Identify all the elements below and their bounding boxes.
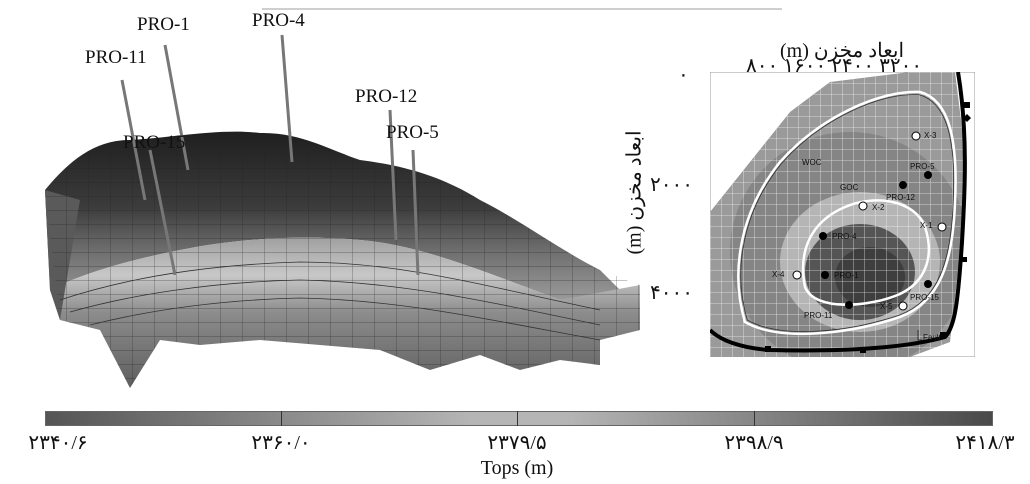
well-label-pro-5: PRO-5 xyxy=(386,122,439,143)
well-label-pro-1: PRO-1 xyxy=(137,14,190,35)
well-pro-12-trace xyxy=(388,109,398,241)
well-pro-15-trace xyxy=(148,149,177,276)
reservoir-map: WOC GOC Fault PRO-5 PRO-12 PRO-4 PRO-1 P… xyxy=(708,71,976,358)
map-label-pro-12: PRO-12 xyxy=(886,193,915,202)
map-left-tick-2000: ۲۰۰۰ xyxy=(650,174,693,196)
woc-contour xyxy=(737,90,957,335)
map-left-tick-4000: ۴۰۰۰ xyxy=(650,282,693,304)
colorbar-tick-2 xyxy=(517,411,518,426)
well-marker-x-2 xyxy=(858,201,868,211)
map-label-x-3: X-3 xyxy=(924,131,937,140)
reservoir-grid-svg xyxy=(45,34,640,388)
woc-label: WOC xyxy=(802,158,822,167)
map-label-pro-4: PRO-4 xyxy=(832,232,857,241)
well-marker-pro-1 xyxy=(821,271,829,279)
well-label-pro-12: PRO-12 xyxy=(355,86,418,107)
well-marker-pro-4 xyxy=(819,232,827,240)
colorbar-label-3: ۲۳۹۸/۹ xyxy=(724,432,784,454)
colorbar-tick-1 xyxy=(281,411,282,426)
fault-label: Fault xyxy=(923,333,942,342)
colorbar-label-2: ۲۳۷۹/۵ xyxy=(487,432,547,454)
map-left-axis-title: ابعاد مخزن (m) xyxy=(623,130,646,255)
colorbar-label-4: ۲۴۱۸/۳ xyxy=(955,432,1015,454)
map-label-pro-11: PRO-11 xyxy=(804,311,833,320)
map-label-x-1: X-1 xyxy=(920,221,933,230)
colorbar-tick-3 xyxy=(754,411,755,426)
well-pro-11-trace xyxy=(120,79,147,201)
colorbar-title: Tops (m) xyxy=(480,457,554,479)
well-pro-4-trace xyxy=(280,34,294,163)
well-label-pro-15: PRO-15 xyxy=(123,132,186,153)
map-label-x-5: X-5 xyxy=(880,302,893,311)
map-left-tick-0: ۰ xyxy=(678,64,689,86)
well-marker-pro-12 xyxy=(899,181,907,189)
map-label-x-2: X-2 xyxy=(872,203,885,212)
goc-contour xyxy=(801,199,930,306)
well-marker-x-1 xyxy=(937,222,947,232)
well-marker-x-5 xyxy=(898,301,908,311)
well-label-pro-4: PRO-4 xyxy=(252,10,305,31)
well-marker-x-4 xyxy=(792,270,802,280)
well-label-pro-11: PRO-11 xyxy=(85,47,147,68)
well-marker-x-3 xyxy=(911,131,921,141)
well-pro-1-trace xyxy=(163,44,190,171)
colorbar-label-1: ۲۳۶۰/۰ xyxy=(251,432,311,454)
map-label-pro-5: PRO-5 xyxy=(910,162,935,171)
well-marker-pro-11 xyxy=(845,301,853,309)
reservoir-map-svg: WOC GOC Fault PRO-5 PRO-12 PRO-4 PRO-1 P… xyxy=(708,71,976,358)
goc-label: GOC xyxy=(840,183,858,192)
map-label-pro-15: PRO-15 xyxy=(910,293,939,302)
tops-colorbar xyxy=(45,411,993,426)
map-label-pro-1: PRO-1 xyxy=(834,271,859,280)
colorbar-label-0: ۲۳۴۰/۶ xyxy=(28,432,88,454)
map-top-axis-title: ابعاد مخزن (m) xyxy=(780,40,905,62)
map-label-x-4: X-4 xyxy=(772,270,785,279)
well-marker-pro-15 xyxy=(924,280,932,288)
reservoir-3d-model xyxy=(45,34,640,388)
well-pro-5-trace xyxy=(411,149,420,276)
top-divider xyxy=(262,8,782,10)
well-marker-pro-5 xyxy=(924,171,932,179)
